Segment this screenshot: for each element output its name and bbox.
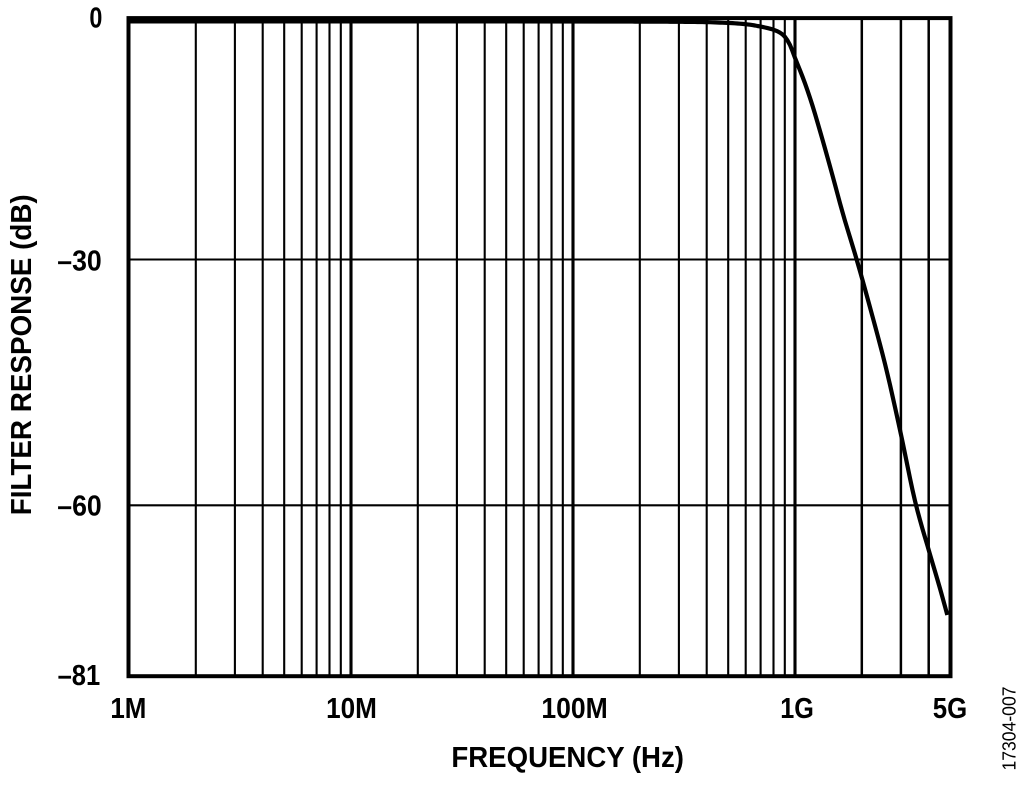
svg-text:17304-007: 17304-007 <box>999 687 1020 771</box>
svg-text:FILTER RESPONSE (dB): FILTER RESPONSE (dB) <box>6 194 38 515</box>
svg-text:10M: 10M <box>326 693 377 725</box>
svg-text:5G: 5G <box>933 693 967 725</box>
svg-text:FREQUENCY (Hz): FREQUENCY (Hz) <box>451 742 684 774</box>
svg-text:100M: 100M <box>541 693 607 725</box>
svg-text:0: 0 <box>89 2 102 34</box>
svg-text:–30: –30 <box>57 246 102 278</box>
svg-text:1M: 1M <box>110 693 146 725</box>
svg-text:1G: 1G <box>780 693 814 725</box>
svg-text:–60: –60 <box>57 491 102 523</box>
svg-text:–81: –81 <box>58 660 101 692</box>
